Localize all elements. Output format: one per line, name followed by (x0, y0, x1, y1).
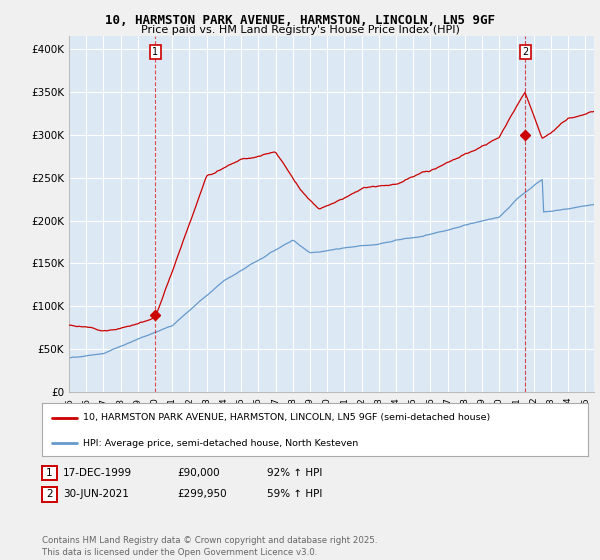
Text: 1: 1 (46, 468, 53, 478)
Text: 59% ↑ HPI: 59% ↑ HPI (267, 489, 322, 500)
Text: 17-DEC-1999: 17-DEC-1999 (63, 468, 132, 478)
Text: 1: 1 (152, 47, 158, 57)
Text: 30-JUN-2021: 30-JUN-2021 (63, 489, 129, 500)
Text: 2: 2 (522, 47, 528, 57)
Text: 92% ↑ HPI: 92% ↑ HPI (267, 468, 322, 478)
Text: 10, HARMSTON PARK AVENUE, HARMSTON, LINCOLN, LN5 9GF: 10, HARMSTON PARK AVENUE, HARMSTON, LINC… (105, 14, 495, 27)
Text: £90,000: £90,000 (177, 468, 220, 478)
Text: £299,950: £299,950 (177, 489, 227, 500)
Text: 10, HARMSTON PARK AVENUE, HARMSTON, LINCOLN, LN5 9GF (semi-detached house): 10, HARMSTON PARK AVENUE, HARMSTON, LINC… (83, 413, 490, 422)
Text: HPI: Average price, semi-detached house, North Kesteven: HPI: Average price, semi-detached house,… (83, 438, 358, 447)
Text: Contains HM Land Registry data © Crown copyright and database right 2025.
This d: Contains HM Land Registry data © Crown c… (42, 536, 377, 557)
Text: 2: 2 (46, 489, 53, 500)
Text: Price paid vs. HM Land Registry's House Price Index (HPI): Price paid vs. HM Land Registry's House … (140, 25, 460, 35)
